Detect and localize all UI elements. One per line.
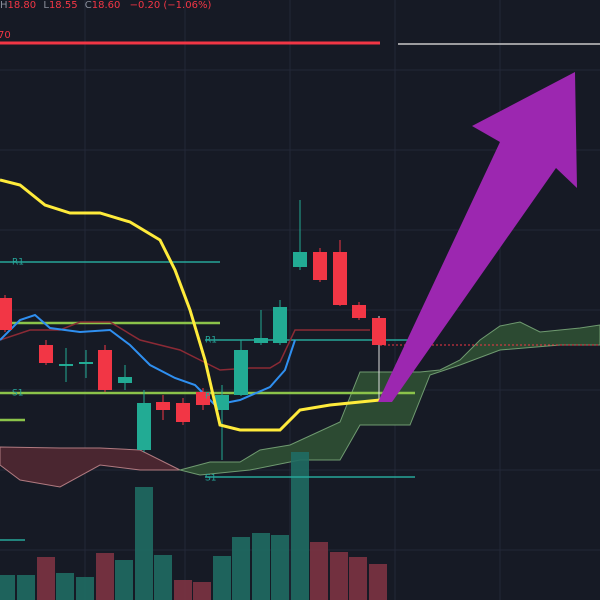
- base-line: [0, 321, 370, 371]
- volume-bar: [135, 487, 153, 600]
- volume-bar: [310, 542, 328, 600]
- candle-body: [137, 403, 151, 450]
- volume-bar: [76, 577, 94, 600]
- candle-body: [98, 350, 112, 390]
- pivot-label: P: [205, 392, 211, 402]
- lagging-line: [0, 178, 381, 432]
- volume-bar: [213, 556, 231, 600]
- ohlc-value: 18.55: [49, 0, 78, 11]
- level-label: 70: [0, 30, 11, 41]
- volume-bar: [56, 573, 74, 600]
- candle-body: [372, 318, 386, 345]
- ohlc-header: H18.80 L18.55 C18.60 −0.20 (−1.06%): [0, 0, 211, 11]
- volume-bar: [193, 582, 211, 600]
- change: −0.20 (−1.06%): [130, 0, 212, 11]
- volume-bar: [349, 557, 367, 600]
- volume-bar: [17, 575, 35, 600]
- volume-bar: [369, 564, 387, 600]
- candle-body: [215, 395, 229, 410]
- candle-body: [293, 252, 307, 267]
- pivot-labels: R1 R1 S1 P S1: [12, 258, 217, 484]
- candles: [0, 200, 386, 460]
- volume-bar: [0, 575, 15, 600]
- volume-bar: [330, 552, 348, 600]
- candle-body: [196, 392, 210, 405]
- candle-body: [352, 305, 366, 318]
- volume-bar: [291, 452, 309, 600]
- volume-bar: [174, 580, 192, 600]
- candle-body: [0, 298, 12, 330]
- pivot-label: R1: [12, 258, 24, 268]
- ohlc-value: 18.60: [92, 0, 121, 11]
- pivot-label: S1: [205, 474, 216, 484]
- volume-bar: [252, 533, 270, 600]
- candle-body: [39, 345, 53, 363]
- candle-body: [79, 362, 93, 364]
- ohlc-value: 18.80: [8, 0, 37, 11]
- ohlc-key: C: [85, 0, 92, 11]
- volume-bar: [271, 535, 289, 600]
- candle-body: [273, 307, 287, 343]
- candle-body: [59, 364, 73, 366]
- ohlc-key: L: [43, 0, 49, 11]
- candle-body: [118, 377, 132, 383]
- volume-bar: [232, 537, 250, 600]
- volume-bar: [37, 557, 55, 600]
- arrow: [378, 72, 577, 402]
- candle-body: [176, 403, 190, 422]
- cloud-bearish: [0, 446, 181, 488]
- candle-body: [234, 350, 248, 395]
- candle-body: [254, 338, 268, 343]
- volume-bar: [96, 553, 114, 600]
- candle-body: [333, 252, 347, 305]
- conversion-line: [0, 313, 296, 407]
- ohlc-key: H: [0, 0, 8, 11]
- volume: [0, 452, 387, 600]
- volume-bar: [154, 555, 172, 600]
- volume-bar: [115, 560, 133, 600]
- pivot-label: S1: [12, 389, 23, 399]
- candle-body: [313, 252, 327, 280]
- pivot-label: R1: [205, 336, 217, 346]
- candle-body: [156, 402, 170, 410]
